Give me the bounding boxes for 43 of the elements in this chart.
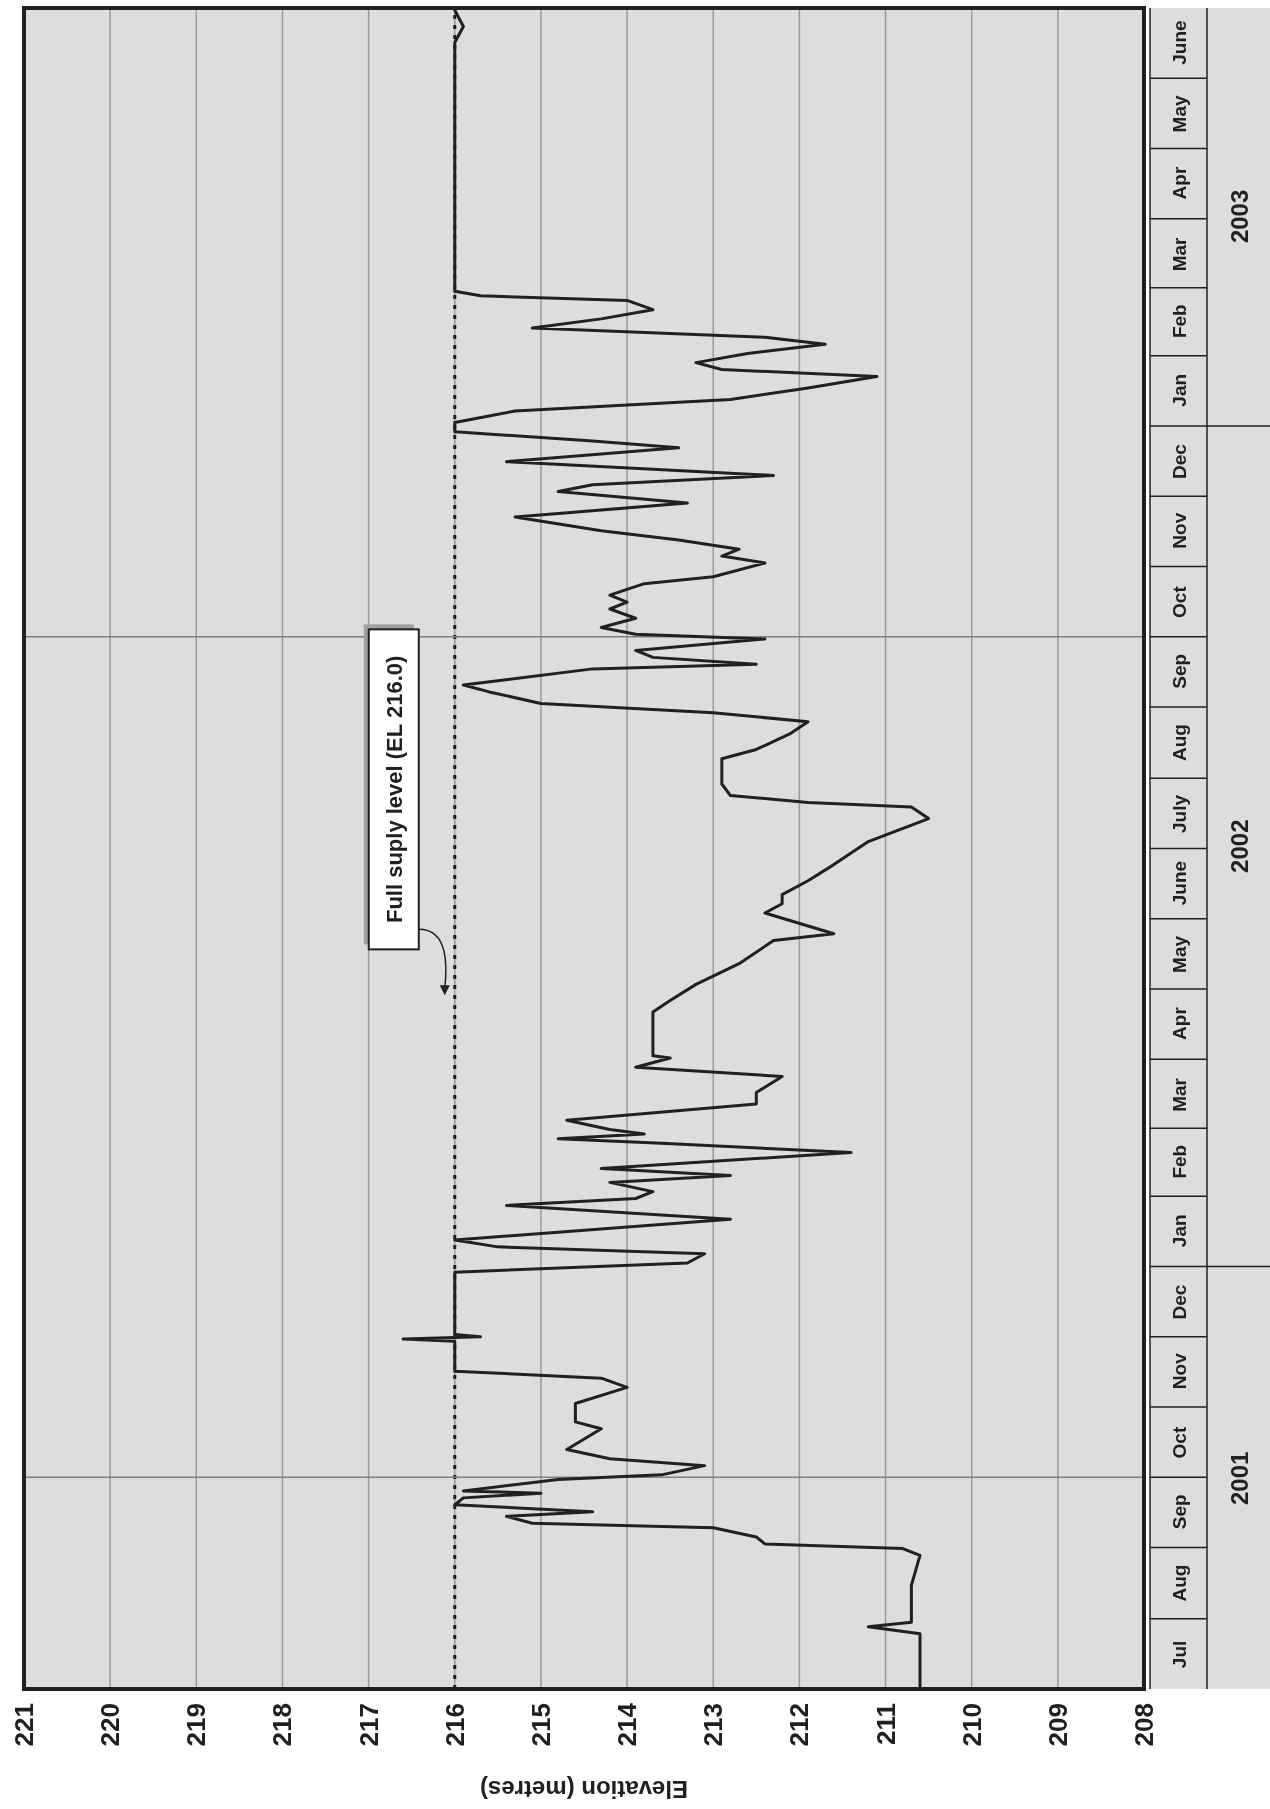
x-tick-label: 221 bbox=[9, 1703, 39, 1747]
y-tick-label: Feb bbox=[1168, 304, 1190, 339]
y-tick-label: Oct bbox=[1168, 1426, 1190, 1459]
x-axis-title: Elevation (metres) bbox=[479, 1776, 689, 1803]
y-tick-label: June bbox=[1168, 20, 1190, 65]
y-tick-label: July bbox=[1168, 794, 1190, 833]
x-tick-label: 218 bbox=[267, 1703, 298, 1747]
y-tick-label: Sep bbox=[1168, 653, 1190, 689]
x-tick-label: 219 bbox=[181, 1703, 212, 1747]
y-tick-label: Jan bbox=[1168, 373, 1190, 407]
y-tick-label: Jul bbox=[1168, 1640, 1190, 1669]
y-tick-label: May bbox=[1168, 935, 1190, 973]
y-tick-label: Jan bbox=[1168, 1214, 1190, 1248]
x-tick-label: 212 bbox=[784, 1703, 815, 1747]
y-tick-label: Oct bbox=[1168, 585, 1190, 618]
text: 2002 bbox=[1225, 819, 1253, 873]
x-tick-label: 209 bbox=[1042, 1703, 1073, 1747]
text: 2003 bbox=[1225, 189, 1253, 244]
x-tick-label: 210 bbox=[956, 1703, 987, 1747]
y-tick-label: Dec bbox=[1168, 443, 1190, 480]
x-tick-label: 211 bbox=[870, 1703, 901, 1745]
y-tick-label: Nov bbox=[1168, 1352, 1190, 1390]
y-tick-label: Dec bbox=[1168, 1284, 1190, 1320]
y-tick-label: Nov bbox=[1168, 512, 1190, 549]
y-tick-label: Aug bbox=[1168, 1564, 1190, 1602]
x-tick-label: 217 bbox=[353, 1703, 384, 1747]
ref-line-label: Full suply level (EL 216.0) bbox=[381, 655, 407, 924]
x-tick-label: 213 bbox=[698, 1703, 729, 1747]
x-tick-label: 214 bbox=[612, 1702, 643, 1747]
y-tick-label: Mar bbox=[1168, 1077, 1190, 1112]
y-tick-label: Apr bbox=[1168, 1006, 1190, 1040]
y-tick-label: Sep bbox=[1168, 1494, 1190, 1530]
y-tick-label: May bbox=[1168, 95, 1190, 133]
text: 2001 bbox=[1225, 1451, 1253, 1505]
y-tick-label: June bbox=[1168, 860, 1190, 906]
y-tick-label: Aug bbox=[1168, 724, 1190, 762]
x-tick-label: 215 bbox=[525, 1703, 556, 1747]
x-tick-label: 216 bbox=[439, 1703, 470, 1747]
x-tick-label: 208 bbox=[1129, 1703, 1159, 1747]
x-tick-label: 220 bbox=[95, 1703, 126, 1747]
y-tick-label: Apr bbox=[1168, 166, 1190, 200]
y-tick-label: Feb bbox=[1168, 1144, 1190, 1179]
y-tick-label: Mar bbox=[1168, 236, 1190, 272]
